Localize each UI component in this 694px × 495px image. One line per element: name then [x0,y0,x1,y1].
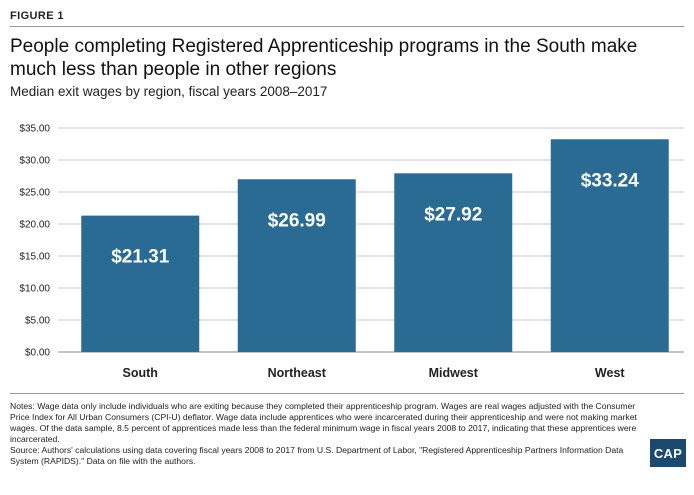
bar-west [550,139,669,352]
y-tick-label: $15.00 [19,252,50,263]
figure-label: FIGURE 1 [10,10,64,22]
y-tick-label: $30.00 [19,156,50,167]
bar-northeast [237,179,356,352]
source-text: Source: Authors' calculations using data… [10,445,624,466]
x-category-label: Northeast [268,366,327,380]
chart-subtitle: Median exit wages by region, fiscal year… [10,84,328,99]
y-tick-label: $20.00 [19,220,50,231]
bar-south [81,215,200,352]
y-tick-label: $0.00 [25,348,50,359]
cap-logo: CAP [650,439,686,467]
top-divider [10,26,684,27]
notes-block: Notes: Wage data only include individual… [10,401,642,467]
bar-chart: $0.00 $5.00 $10.00 $15.00 $20.00 $25.00 $30.00… [19,124,684,380]
notes-text: Notes: Wage data only include individual… [10,401,637,444]
bar-value-label: $26.99 [268,210,326,231]
x-category-label: Midwest [429,366,479,380]
bar-midwest [394,173,513,352]
y-tick-label: $10.00 [19,284,50,295]
y-tick-label: $35.00 [19,124,50,135]
x-category-label: South [123,366,158,380]
chart-title: People completing Registered Apprentices… [10,36,638,80]
bar-value-label: $33.24 [581,170,640,191]
bottom-divider [10,393,684,394]
x-category-label: West [595,366,625,380]
bar-value-label: $21.31 [111,247,170,268]
bar-value-label: $27.92 [424,204,482,225]
y-tick-label: $5.00 [25,316,50,327]
y-tick-label: $25.00 [19,188,50,199]
